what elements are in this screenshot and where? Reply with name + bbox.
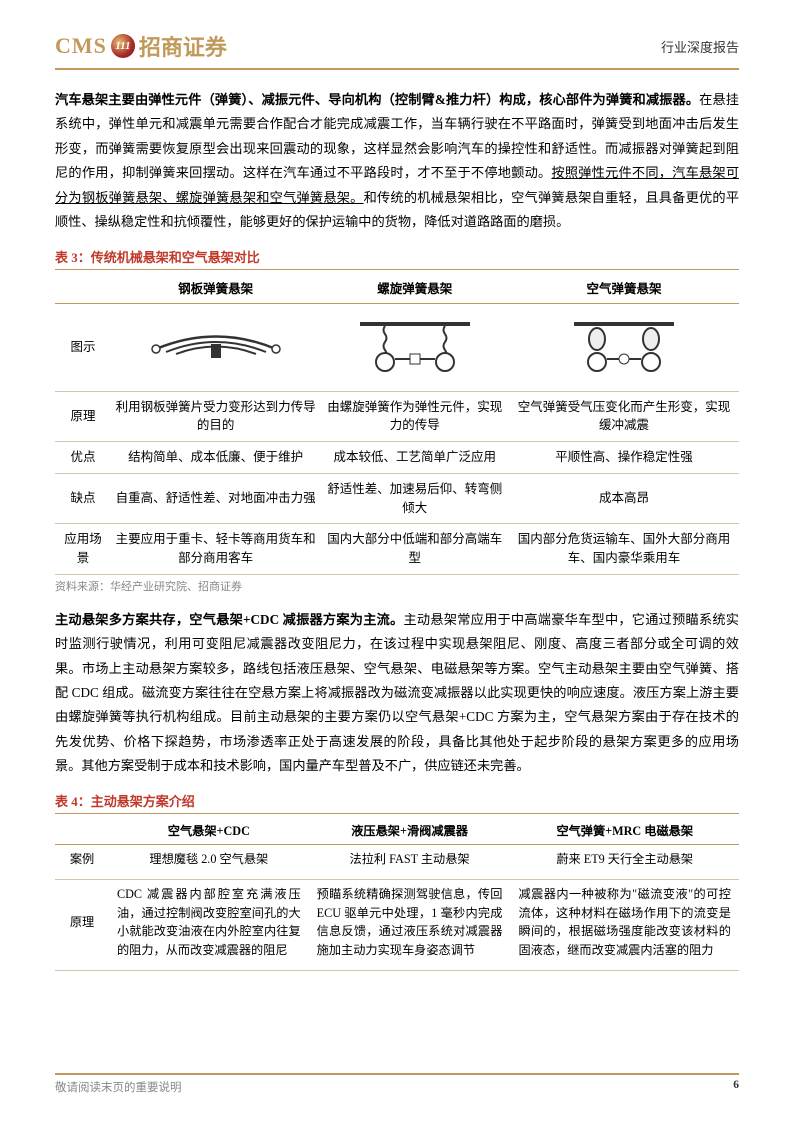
table4-row-case: 案例 理想魔毯 2.0 空气悬架 法拉利 FAST 主动悬架 蔚来 ET9 天行… [55,844,739,879]
t4r1l: 原理 [55,879,109,971]
para2-rest: 主动悬架常应用于中高端豪华车型中，它通过预瞄系统实时监测行驶情况，利用可变阻尼减… [55,612,739,774]
diagram-air-spring [509,303,739,391]
t3r4l: 应用场景 [55,524,111,575]
t4h2: 液压悬架+滑阀减震器 [309,816,511,845]
t3r4c1: 国内大部分中低端和部分高端车型 [320,524,509,575]
t3r3c1: 舒适性差、加速易后仰、转弯侧倾大 [320,473,509,524]
table3-h1: 钢板弹簧悬架 [111,272,320,304]
t4h1: 空气悬架+CDC [109,816,309,845]
page-header: CMS 111 招商证券 行业深度报告 [55,30,739,70]
t3r2c0: 结构简单、成本低廉、便于维护 [111,442,320,474]
footer-disclaimer: 敬请阅读末页的重要说明 [55,1079,182,1095]
para2-bold: 主动悬架多方案共存，空气悬架+CDC 减振器方案为主流。 [55,612,404,627]
t3r4c0: 主要应用于重卡、轻卡等商用货车和部分商用客车 [111,524,320,575]
page-footer: 敬请阅读末页的重要说明 6 [55,1073,739,1095]
t3r4c2: 国内部分危货运输车、国外大部分商用车、国内豪华乘用车 [509,524,739,575]
t4h0 [55,816,109,845]
coil-spring-icon [340,314,490,374]
paragraph-2: 主动悬架多方案共存，空气悬架+CDC 减振器方案为主流。主动悬架常应用于中高端豪… [55,608,739,779]
t4r0c1: 法拉利 FAST 主动悬架 [309,844,511,879]
t3r1l: 原理 [55,391,111,442]
table3-source: 资料来源：华经产业研究院、招商证券 [55,578,739,594]
table4-header-row: 空气悬架+CDC 液压悬架+滑阀减震器 空气弹簧+MRC 电磁悬架 [55,816,739,845]
table3-row-app: 应用场景 主要应用于重卡、轻卡等商用货车和部分商用客车 国内大部分中低端和部分高… [55,524,739,575]
table3-h2: 螺旋弹簧悬架 [320,272,509,304]
para1-bold: 汽车悬架主要由弹性元件（弹簧）、减振元件、导向机构（控制臂&推力杆）构成，核心部… [55,92,699,107]
table3-title: 表 3：传统机械悬架和空气悬架对比 [55,247,739,270]
table3-h3: 空气弹簧悬架 [509,272,739,304]
table3-h0 [55,272,111,304]
table4-row-principle: 原理 CDC 减震器内部腔室充满液压油，通过控制阀改变腔室间孔的大小就能改变油液… [55,879,739,971]
t4r1c2: 减震器内一种被称为"磁流变液"的可控流体，这种材料在磁场作用下的流变是瞬间的，根… [510,879,739,971]
t3r1c2: 空气弹簧受气压变化而产生形变，实现缓冲减震 [509,391,739,442]
t4r1c1: 预瞄系统精确探测驾驶信息，传回 ECU 驱单元中处理，1 毫秒内完成信息反馈，通… [309,879,511,971]
table3-header-row: 钢板弹簧悬架 螺旋弹簧悬架 空气弹簧悬架 [55,272,739,304]
t3r3c2: 成本高昂 [509,473,739,524]
t3r1c1: 由螺旋弹簧作为弹性元件，实现力的传导 [320,391,509,442]
report-type-label: 行业深度报告 [661,37,739,56]
t3r3c0: 自重高、舒适性差、对地面冲击力强 [111,473,320,524]
t3r2l: 优点 [55,442,111,474]
air-spring-icon [549,314,699,374]
logo: CMS 111 招商证券 [55,30,227,62]
logo-cms-text: CMS [55,33,107,59]
t4h3: 空气弹簧+MRC 电磁悬架 [510,816,739,845]
t3r2c1: 成本较低、工艺简单广泛应用 [320,442,509,474]
leaf-spring-icon [141,314,291,374]
logo-cn-text: 招商证券 [139,30,227,62]
table3: 钢板弹簧悬架 螺旋弹簧悬架 空气弹簧悬架 图示 [55,272,739,575]
diagram-coil-spring [320,303,509,391]
t4r0c0: 理想魔毯 2.0 空气悬架 [109,844,309,879]
table3-row-diagram: 图示 [55,303,739,391]
table3-row-pros: 优点 结构简单、成本低廉、便于维护 成本较低、工艺简单广泛应用 平顺性高、操作稳… [55,442,739,474]
table3-row-principle: 原理 利用钢板弹簧片受力变形达到力传导的目的 由螺旋弹簧作为弹性元件，实现力的传… [55,391,739,442]
t3r1c0: 利用钢板弹簧片受力变形达到力传导的目的 [111,391,320,442]
diagram-leaf-spring [111,303,320,391]
table3-r0-label: 图示 [55,303,111,391]
t3r2c2: 平顺性高、操作稳定性强 [509,442,739,474]
table4: 空气悬架+CDC 液压悬架+滑阀减震器 空气弹簧+MRC 电磁悬架 案例 理想魔… [55,816,739,972]
t4r1c0: CDC 减震器内部腔室充满液压油，通过控制阀改变腔室间孔的大小就能改变油液在内外… [109,879,309,971]
t4r0l: 案例 [55,844,109,879]
table4-title: 表 4：主动悬架方案介绍 [55,791,739,814]
paragraph-1: 汽车悬架主要由弹性元件（弹簧）、减振元件、导向机构（控制臂&推力杆）构成，核心部… [55,88,739,235]
logo-111-icon: 111 [111,34,135,58]
page-number: 6 [733,1079,739,1095]
t3r3l: 缺点 [55,473,111,524]
table3-row-cons: 缺点 自重高、舒适性差、对地面冲击力强 舒适性差、加速易后仰、转弯侧倾大 成本高… [55,473,739,524]
t4r0c2: 蔚来 ET9 天行全主动悬架 [510,844,739,879]
